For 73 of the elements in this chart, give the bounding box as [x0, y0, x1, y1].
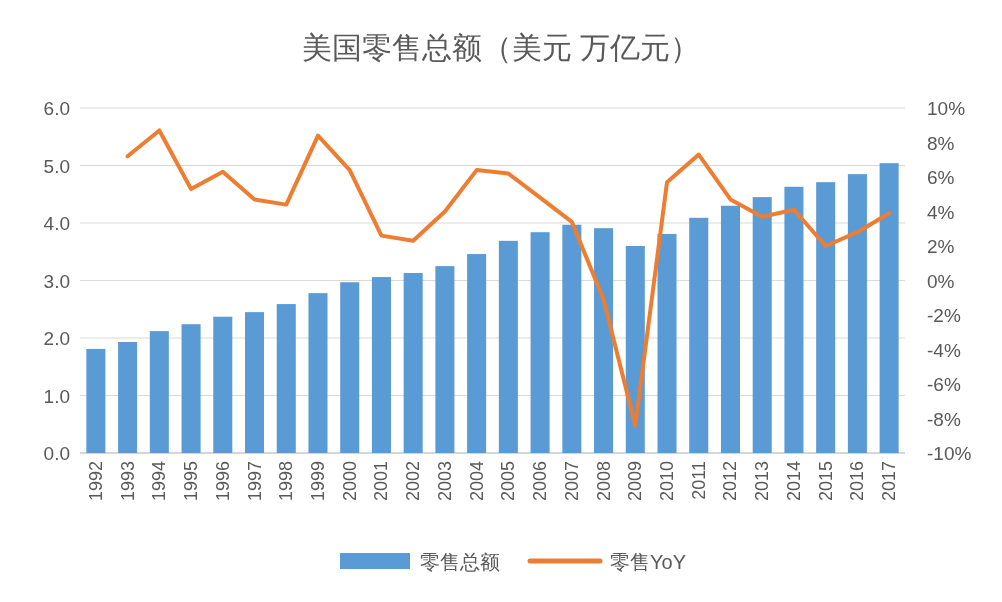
bar: [86, 348, 106, 453]
x-tick-label: 2000: [339, 461, 360, 502]
y-tick-label: 1.0: [43, 385, 70, 407]
x-tick-label: 2001: [371, 461, 392, 502]
x-tick-label: 2007: [561, 461, 582, 502]
x-tick-label: 2002: [403, 461, 424, 502]
bar: [403, 273, 423, 453]
y2-tick-label: 0%: [927, 270, 955, 292]
x-tick-label: 2009: [625, 461, 646, 502]
y2-tick-label: 4%: [927, 201, 955, 223]
bar: [340, 282, 360, 453]
y2-tick-label: 6%: [927, 167, 955, 188]
x-tick-label: 1992: [85, 461, 106, 502]
bar: [752, 197, 772, 453]
bar: [657, 233, 677, 453]
x-tick-label: 2004: [466, 461, 487, 502]
x-tick-label: 2017: [879, 461, 900, 502]
bar: [467, 254, 487, 453]
bar: [689, 217, 709, 453]
x-tick-label: 1995: [181, 461, 202, 502]
legend-label: 零售总额: [420, 551, 500, 573]
y2-tick-label: -10%: [927, 443, 972, 464]
bar: [562, 224, 582, 453]
x-tick-label: 2006: [530, 461, 551, 502]
x-tick-label: 2011: [688, 461, 709, 500]
y-tick-label: 4.0: [43, 213, 70, 234]
y2-tick-label: -2%: [927, 305, 961, 326]
y2-tick-label: -4%: [927, 339, 961, 361]
x-tick-label: 2010: [657, 461, 678, 502]
bar: [784, 186, 804, 453]
bar: [276, 304, 296, 453]
x-tick-label: 2012: [720, 461, 741, 502]
x-tick-label: 2015: [815, 461, 836, 502]
line-series: [125, 128, 892, 428]
x-tick-label: 1998: [276, 461, 297, 502]
chart-title: 美国零售总额（美元 万亿元）: [301, 31, 701, 64]
bar: [308, 293, 328, 453]
x-tick-label: 2003: [434, 461, 455, 502]
x-tick-label: 1997: [244, 461, 265, 502]
bar: [371, 277, 391, 453]
x-tick-label: 1994: [149, 461, 170, 502]
x-tick-label: 1996: [212, 461, 233, 502]
legend-label: 零售YoY: [610, 551, 686, 573]
bar: [245, 312, 265, 453]
y2-tick-label: 8%: [927, 132, 955, 154]
x-tick-label: 2008: [593, 461, 614, 502]
bar: [530, 232, 550, 453]
bar: [498, 240, 518, 453]
y-tick-label: 3.0: [43, 270, 70, 292]
y-tick-label: 2.0: [43, 328, 70, 349]
y2-tick-label: -8%: [927, 408, 961, 430]
y-tick-label: 5.0: [43, 155, 70, 177]
y2-tick-label: -6%: [927, 374, 961, 395]
y2-tick-label: 10%: [927, 98, 966, 119]
y-tick-label: 0.0: [43, 443, 70, 464]
x-tick-label: 2013: [752, 461, 773, 502]
bar: [879, 163, 899, 453]
x-tick-label: 2005: [498, 461, 519, 502]
bar: [847, 174, 867, 453]
x-tick-label: 2016: [847, 461, 868, 502]
x-tick-label: 1993: [117, 461, 138, 502]
x-tick-label: 2014: [783, 461, 804, 502]
y2-tick-label: 2%: [927, 236, 955, 257]
y-tick-label: 6.0: [43, 98, 70, 119]
bar: [720, 205, 740, 453]
bar: [435, 266, 455, 453]
x-tick-label: 1999: [307, 461, 328, 502]
bar: [149, 331, 169, 453]
bar: [181, 324, 201, 453]
bar: [594, 228, 614, 453]
bar: [213, 316, 233, 453]
bar: [118, 342, 138, 453]
bar: [816, 182, 836, 453]
